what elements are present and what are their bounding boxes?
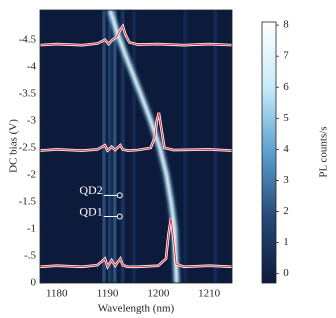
colorbar-tick-label: 7 xyxy=(283,50,289,62)
plot-area: QD2 QD1 xyxy=(40,10,232,283)
colorbar-tick-label: 3 xyxy=(283,174,289,186)
colorbar-label: PL counts/s xyxy=(318,126,330,177)
x-tick-label: 1210 xyxy=(198,288,221,300)
y-tick-label: -2 xyxy=(27,168,36,180)
spectrum xyxy=(40,218,232,268)
colorbar-tick-label: 0 xyxy=(283,267,289,279)
heatmap-background xyxy=(40,10,232,283)
y-tick-label: -4 xyxy=(27,60,37,72)
colorbar-tick-label: 8 xyxy=(283,19,289,31)
y-tick-label: 0 xyxy=(31,277,37,289)
colorbar-tick-label: 6 xyxy=(283,81,289,93)
y-tick-label: -2.5 xyxy=(19,141,37,153)
x-tick-label: 1200 xyxy=(147,288,170,300)
heatmap-stripe xyxy=(183,10,187,283)
colorbar-tick-label: 5 xyxy=(283,112,289,124)
colorbar-tick-label: 1 xyxy=(283,236,289,248)
spectrum xyxy=(40,25,232,46)
y-tick-label: -3.5 xyxy=(19,87,37,99)
colorbar-tick-label: 2 xyxy=(283,205,289,217)
heatmap-stripe xyxy=(121,10,125,283)
y-tick-label: -1.5 xyxy=(19,195,37,207)
annotation-marker xyxy=(116,192,123,199)
colorbar-tick-label: 4 xyxy=(283,143,289,155)
annotation-marker xyxy=(116,213,123,220)
x-axis-label: Wavelength (nm) xyxy=(98,303,175,315)
y-axis-label: DC bias (V) xyxy=(8,119,20,173)
y-tick-label: -3 xyxy=(27,114,37,126)
heatmap-stripe xyxy=(113,10,117,283)
y-tick-label: -1 xyxy=(27,222,36,234)
annotation: QD1 xyxy=(79,204,102,218)
annotation: QD2 xyxy=(79,183,102,197)
spectrum xyxy=(40,112,232,152)
heatmap-stripe xyxy=(107,10,112,283)
y-tick-label: -4.5 xyxy=(19,33,37,45)
heatmap-stripe xyxy=(213,10,217,283)
x-tick-label: 1190 xyxy=(97,288,119,300)
heatmap-stripe xyxy=(132,10,136,283)
y-tick-label: -.5 xyxy=(24,250,36,262)
colorbar xyxy=(261,21,277,284)
plot-frame xyxy=(39,9,233,284)
x-tick-label: 1180 xyxy=(46,288,68,300)
